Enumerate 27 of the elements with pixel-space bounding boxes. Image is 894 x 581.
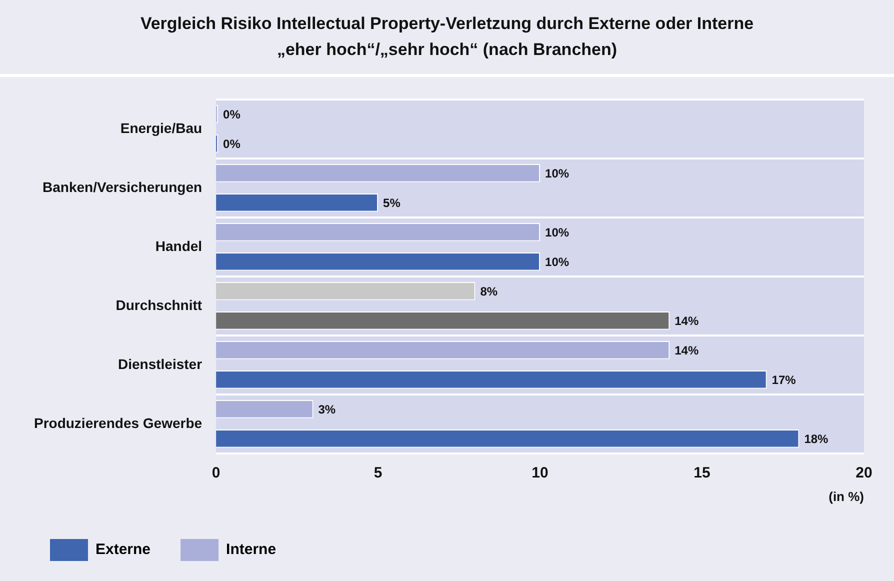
- x-tick-label: 0: [212, 464, 220, 482]
- data-label: 0%: [223, 136, 241, 151]
- y-tick-label: Dienstleister: [118, 356, 203, 372]
- legend-label: Externe: [96, 541, 151, 558]
- x-tick-label: 20: [856, 464, 872, 482]
- data-label: 18%: [804, 432, 829, 446]
- data-label: 17%: [772, 372, 796, 387]
- data-label: 14%: [674, 343, 699, 358]
- y-tick-label: Banken/Versicherungen: [42, 178, 202, 195]
- data-label: 3%: [318, 402, 336, 416]
- x-tick-label: 5: [374, 464, 382, 482]
- data-label: 10%: [545, 254, 570, 269]
- y-tick-label: Handel: [155, 238, 202, 254]
- data-label: 10%: [545, 225, 570, 240]
- legend-label: Interne: [226, 541, 276, 558]
- data-label: 5%: [383, 196, 401, 210]
- x-axis-title: (in %): [828, 488, 864, 504]
- data-label: 0%: [223, 107, 241, 122]
- y-tick-label: Produzierendes Gewerbe: [34, 414, 202, 431]
- data-label: 10%: [545, 166, 570, 180]
- y-tick-label: Durchschnitt: [116, 296, 202, 313]
- chart-title: Vergleich Risiko Intellectual Property-Verletzung durch Externe oder Interne „eher hoch“/„sehr hoch“ (nach Branchen): [140, 13, 754, 61]
- data-label: 8%: [480, 284, 498, 298]
- data-label: 14%: [674, 314, 699, 328]
- y-tick-label: Energie/Bau: [120, 120, 202, 136]
- x-tick-label: 10: [532, 464, 548, 482]
- x-tick-label: 15: [694, 464, 710, 482]
